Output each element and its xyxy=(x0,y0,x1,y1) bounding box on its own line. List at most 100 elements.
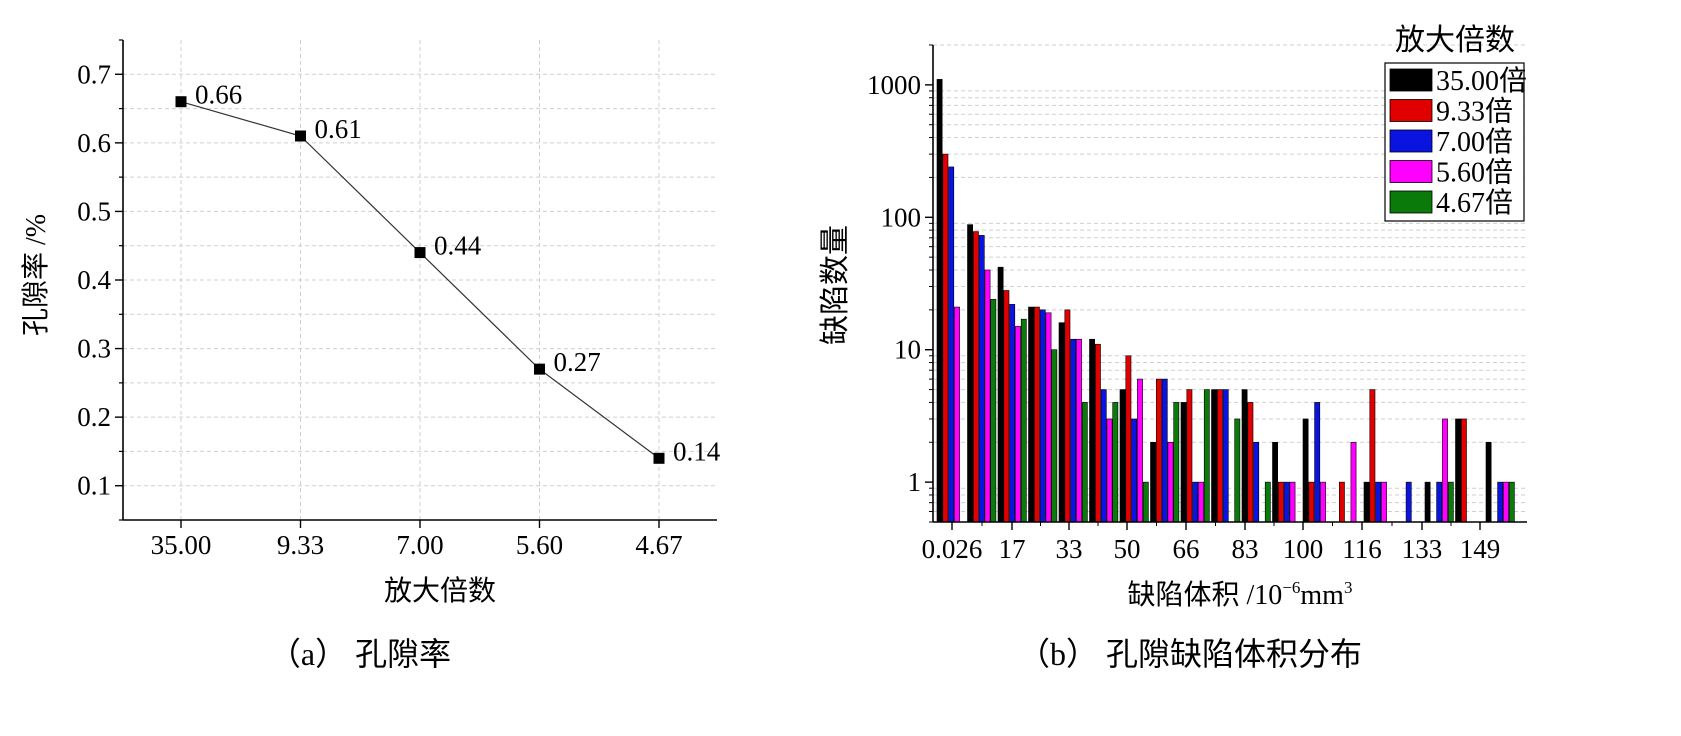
defect-bar xyxy=(1131,418,1138,523)
defect-bar xyxy=(1436,481,1443,523)
defect-bar xyxy=(942,153,949,523)
porosity-y-tick-label: 0.3 xyxy=(77,334,111,364)
defect-bar xyxy=(1241,389,1248,523)
defect-bar xyxy=(1339,481,1345,523)
porosity-y-tick-label: 0.5 xyxy=(77,196,111,226)
defect-x-tick-label: 116 xyxy=(1342,534,1382,564)
defect-bar xyxy=(1447,481,1454,523)
defect-x-tick-label: 33 xyxy=(1056,534,1083,564)
porosity-gridlines xyxy=(123,40,717,520)
defect-bar xyxy=(1095,343,1101,523)
porosity-data-label: 0.61 xyxy=(315,114,362,144)
porosity-x-tick-label: 7.00 xyxy=(396,530,443,560)
porosity-point-marker xyxy=(295,130,306,142)
defect-bar xyxy=(1112,402,1119,523)
defect-bar xyxy=(1264,481,1271,523)
defect-bar xyxy=(1156,378,1162,523)
defect-bar xyxy=(1424,481,1431,523)
defect-bar xyxy=(1100,389,1107,523)
legend-swatch xyxy=(1389,190,1433,214)
defect-bar xyxy=(967,224,973,523)
defect-bar xyxy=(1009,304,1016,523)
defect-bar xyxy=(1497,481,1504,523)
defect-bar xyxy=(1503,481,1509,523)
legend-swatch xyxy=(1389,99,1433,122)
defect-y-label: 缺陷数量 xyxy=(819,225,852,345)
porosity-data-label: 0.66 xyxy=(195,80,242,110)
defect-bar xyxy=(1192,481,1199,523)
porosity-y-tick-label: 0.4 xyxy=(77,265,111,295)
defect-x-tick-label: 17 xyxy=(999,534,1026,564)
defect-bar xyxy=(1034,306,1040,523)
defect-bar xyxy=(1253,441,1260,523)
defect-x-tick-label: 149 xyxy=(1460,534,1501,564)
legend-label: 5.60倍 xyxy=(1436,157,1513,189)
defect-x-label: 缺陷体积 /10−6mm3 xyxy=(1128,578,1353,611)
defect-bar xyxy=(1064,309,1071,523)
defect-bar xyxy=(1137,378,1143,523)
defect-bar xyxy=(984,269,991,523)
porosity-x-tick-label: 4.67 xyxy=(635,530,682,560)
legend-label: 4.67倍 xyxy=(1436,187,1513,219)
defect-bar xyxy=(1247,402,1254,523)
defect-bar xyxy=(1203,389,1210,523)
porosity-y-tick-label: 0.6 xyxy=(77,128,111,158)
porosity-x-label: 放大倍数 xyxy=(384,575,496,607)
defect-bar xyxy=(1217,389,1223,523)
defect-bar xyxy=(1320,481,1326,523)
defect-bar xyxy=(978,235,985,523)
defect-bar xyxy=(1485,441,1492,523)
porosity-x-tick-label: 5.60 xyxy=(516,530,563,560)
defect-bar xyxy=(1167,441,1174,523)
defect-bar xyxy=(1045,312,1052,523)
defect-bar xyxy=(1070,338,1077,523)
defect-bar xyxy=(1222,389,1229,523)
porosity-x-ticks: 35.00 9.33 7.00 5.60 4.67 xyxy=(151,520,683,560)
porosity-y-ticks: 0.1 0.2 0.3 0.4 0.5 0.6 0.7 xyxy=(77,39,123,521)
defect-bar xyxy=(1442,418,1448,523)
defect-bar xyxy=(1173,402,1180,523)
defect-bar xyxy=(1381,481,1387,523)
defect-bar xyxy=(1150,441,1156,523)
defect-volume-chart: 1 10 100 1000 0.026 17 33 50 66 83 100 116 133 149 缺… xyxy=(819,24,1527,672)
defect-bar xyxy=(1405,481,1412,523)
defect-bar xyxy=(1076,338,1082,523)
defect-bar xyxy=(1375,481,1382,523)
defect-y-tick-label: 10 xyxy=(894,335,921,365)
defect-x-tick-label: 50 xyxy=(1114,534,1141,564)
defect-bar xyxy=(1142,481,1149,523)
porosity-x-tick-label: 9.33 xyxy=(277,530,324,560)
defect-bar xyxy=(948,166,955,523)
defect-bar xyxy=(1020,318,1027,523)
porosity-y-tick-label: 0.1 xyxy=(77,471,111,501)
defect-bar xyxy=(1278,481,1284,523)
defect-y-tick-label: 1 xyxy=(908,467,922,497)
legend-swatch xyxy=(1389,160,1433,183)
defect-x-tick-label: 83 xyxy=(1232,534,1259,564)
defect-bar xyxy=(1015,326,1021,523)
defect-bar xyxy=(1363,481,1370,523)
defect-bar xyxy=(1314,402,1321,523)
defect-bar xyxy=(1081,402,1088,523)
defect-bar xyxy=(1302,418,1309,523)
defect-bar xyxy=(1289,481,1296,523)
defect-y-tick-label: 1000 xyxy=(867,70,921,100)
defect-bar xyxy=(1161,378,1168,523)
defect-bar xyxy=(1180,402,1187,523)
porosity-data-label: 0.14 xyxy=(673,436,721,466)
legend-label: 35.00倍 xyxy=(1436,65,1527,97)
defect-y-tick-label: 100 xyxy=(881,202,922,232)
defect-x-ticks: 0.026 17 33 50 66 83 100 116 133 149 xyxy=(922,522,1501,564)
defect-x-tick-label: 66 xyxy=(1173,534,1200,564)
defect-bar xyxy=(1455,418,1461,523)
defect-bar xyxy=(936,79,943,523)
legend-title: 放大倍数 xyxy=(1395,24,1515,57)
defect-bar xyxy=(954,306,960,523)
defect-bar xyxy=(1308,481,1315,523)
defect-bar xyxy=(1272,441,1278,523)
defect-bar xyxy=(1058,322,1065,523)
defect-bar xyxy=(972,231,979,523)
porosity-point-marker xyxy=(414,247,426,259)
